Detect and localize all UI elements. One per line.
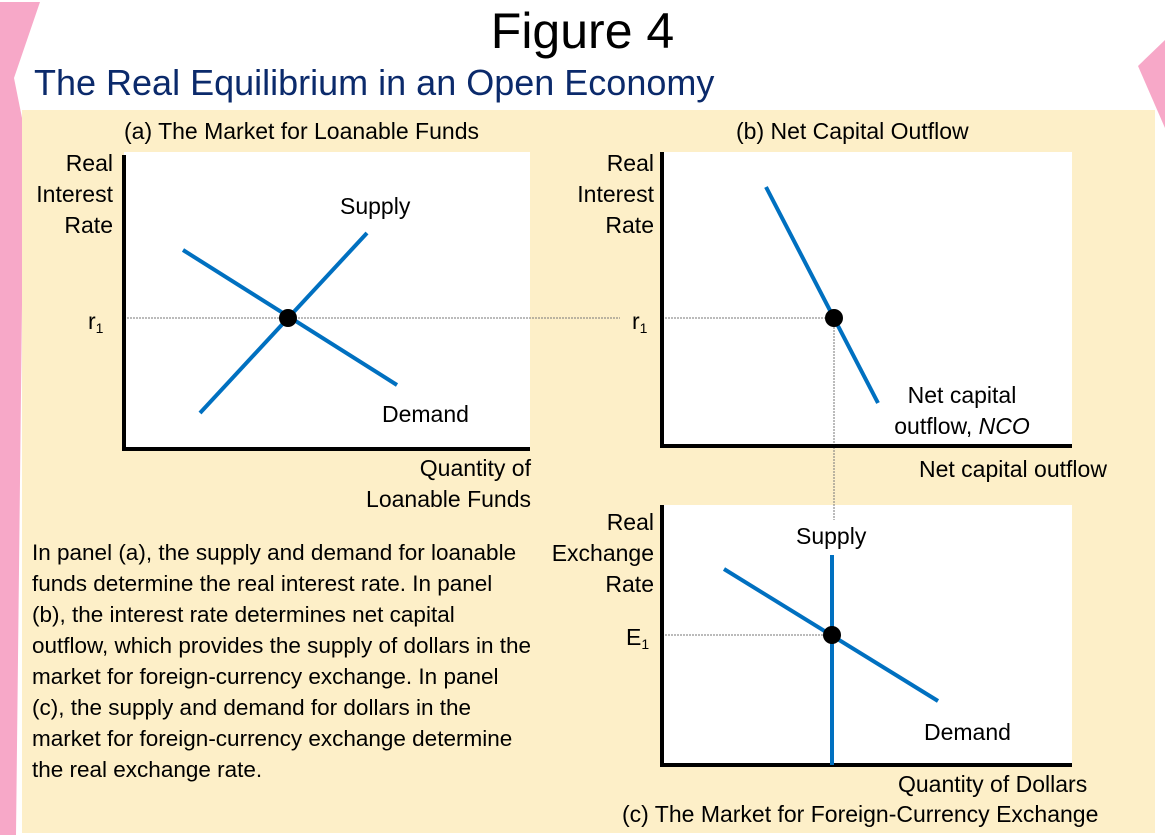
nco-label-prefix: outflow,	[894, 413, 979, 439]
panel-a-y-label: Real Interest Rate	[0, 148, 113, 241]
panel-a-equilibrium-point	[279, 309, 297, 327]
panel-a-demand-label: Demand	[382, 401, 469, 427]
panel-c-plot-area	[662, 505, 1072, 765]
nco-label-line2: outflow, NCO	[880, 411, 1044, 442]
panel-a-axes	[122, 155, 530, 451]
panel-a-title: (a) The Market for Loanable Funds	[124, 118, 479, 144]
panel-c-y-label-line: Exchange	[551, 540, 654, 566]
r-subscript: 1	[639, 320, 648, 336]
panel-c-equilibrium-point	[823, 626, 841, 644]
nco-label-abbr: NCO	[978, 413, 1030, 439]
panel-c-title: (c) The Market for Foreign-Currency Exch…	[622, 801, 1099, 827]
panel-a-x-label: Quantity of Loanable Funds	[300, 453, 531, 515]
panel-b-y-label-line: Rate	[605, 212, 654, 238]
panel-a-y-label-line: Real	[65, 150, 113, 176]
nco-label-line1: Net capital	[907, 382, 1017, 408]
figure-caption: In panel (a), the supply and demand for …	[32, 540, 532, 782]
e-subscript: 1	[641, 636, 650, 652]
panel-b-equilibrium-point	[825, 309, 843, 327]
panel-a-y-label-line: Interest	[36, 181, 113, 207]
panel-b-x-label: Net capital outflow	[919, 456, 1107, 482]
r-subscript: 1	[95, 320, 104, 336]
panel-b-nco-curve	[764, 186, 880, 404]
panel-c-demand-label: Demand	[924, 719, 1011, 745]
figure-title: Figure 4	[490, 3, 675, 59]
panel-a-supply-label: Supply	[340, 193, 411, 219]
panel-a-y-label-line: Rate	[64, 212, 113, 238]
r-symbol: r	[632, 308, 640, 334]
panel-c-e1-tick: E1	[626, 624, 649, 652]
panel-a-plot-area	[124, 152, 530, 449]
panel-c-y-label-line: Real	[606, 509, 654, 535]
panel-a-x-label-line: Quantity of	[419, 455, 531, 481]
panel-a-r1-tick: r1	[88, 308, 103, 336]
panel-b-y-label-line: Real	[606, 150, 654, 176]
panel-c-y-label: Real Exchange Rate	[520, 507, 654, 600]
panel-b-nco-label: Net capital outflow, NCO	[880, 380, 1044, 442]
e-symbol: E	[626, 624, 642, 650]
panel-b-axes	[660, 152, 1072, 448]
right-edge-accent	[1138, 40, 1165, 128]
panel-b-r1-tick: r1	[632, 308, 647, 336]
panel-b-plot-area	[662, 152, 1072, 446]
panel-c-y-label-line: Rate	[605, 571, 654, 597]
panel-b-title: (b) Net Capital Outflow	[736, 118, 969, 144]
panel-b-y-label: Real Interest Rate	[530, 148, 654, 241]
panel-c-supply-label: Supply	[796, 523, 867, 549]
panel-b-y-label-line: Interest	[577, 181, 654, 207]
figure-subtitle: The Real Equilibrium in an Open Economy	[34, 62, 715, 103]
r-symbol: r	[88, 308, 96, 334]
left-edge-accent	[0, 2, 40, 835]
panel-a-x-label-line: Loanable Funds	[366, 486, 531, 512]
panel-c-x-label: Quantity of Dollars	[898, 771, 1088, 797]
panel-c-axes	[660, 505, 1072, 767]
